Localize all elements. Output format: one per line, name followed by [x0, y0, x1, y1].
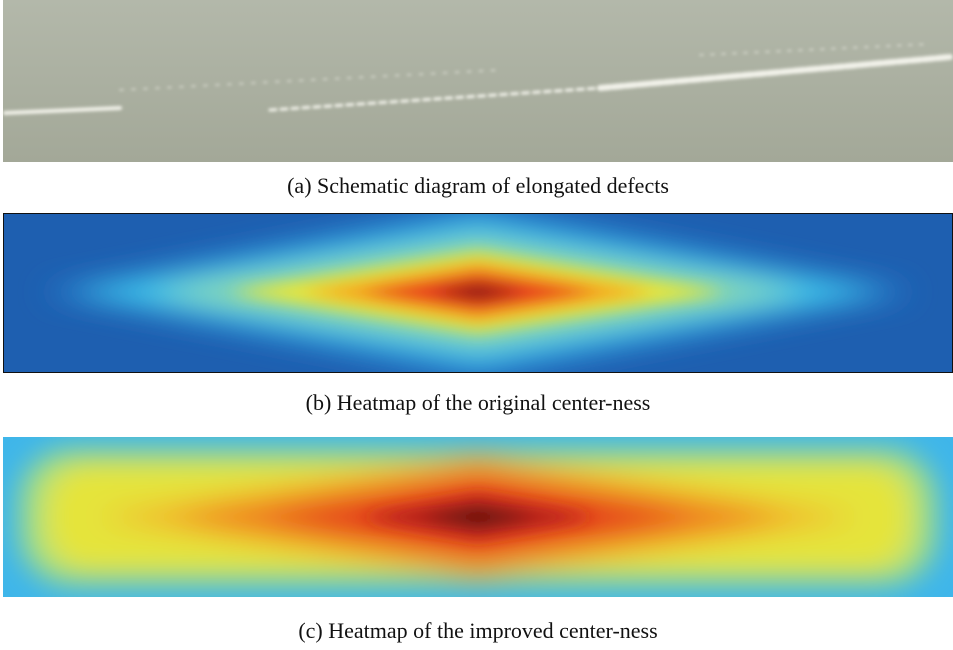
- heatmap-original: [3, 205, 953, 379]
- caption: (b) Heatmap of the original center-ness: [306, 390, 651, 415]
- caption: (a) Schematic diagram of elongated defec…: [287, 173, 669, 198]
- heatmap-improved: [3, 437, 953, 597]
- caption: (c) Heatmap of the improved center-ness: [298, 618, 657, 643]
- figure: (a) Schematic diagram of elongated defec…: [0, 0, 953, 650]
- defect-photo: [3, 0, 953, 162]
